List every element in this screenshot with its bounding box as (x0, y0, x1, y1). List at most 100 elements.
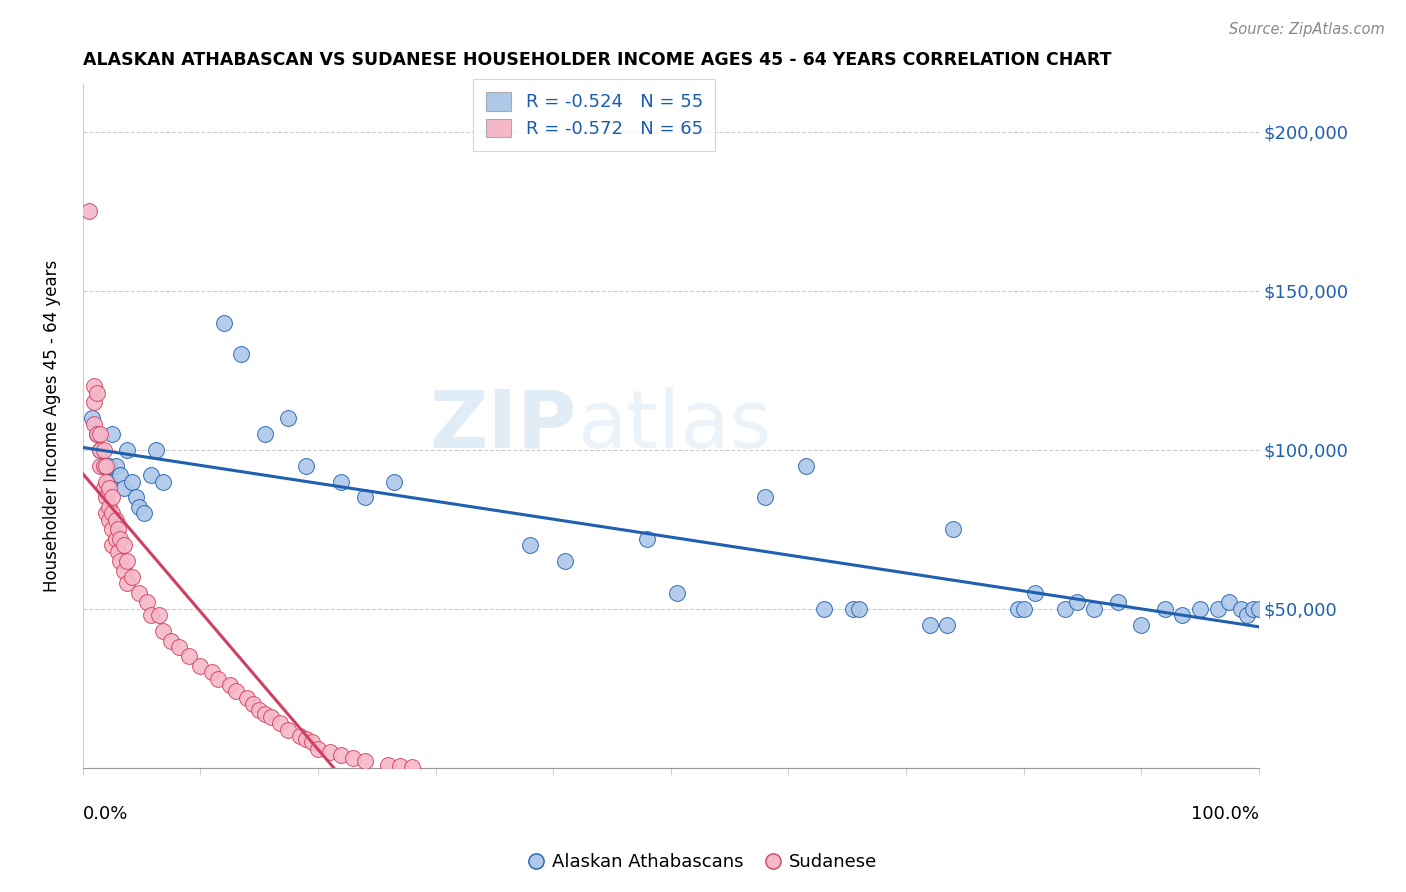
Point (918, 617, 941, 632)
Point (842, 601, 865, 615)
Point (1130, 617, 1153, 632)
Point (89, 442, 111, 457)
Point (1171, 608, 1194, 623)
Point (389, 759, 412, 773)
Point (277, 723, 299, 737)
Point (301, 735, 323, 749)
Point (295, 458, 318, 473)
Point (152, 475, 174, 489)
Point (110, 532, 132, 546)
Point (936, 617, 959, 632)
Point (1241, 601, 1264, 615)
Text: Source: ZipAtlas.com: Source: ZipAtlas.com (1229, 22, 1385, 37)
Point (1153, 601, 1175, 615)
Point (218, 678, 240, 692)
Point (89, 442, 111, 457)
Point (93, 458, 115, 473)
Point (101, 522, 124, 536)
Point (201, 665, 224, 680)
Point (104, 532, 127, 546)
Point (794, 458, 817, 473)
Point (110, 468, 132, 483)
Point (104, 513, 127, 527)
Point (813, 601, 835, 615)
Point (942, 522, 965, 536)
Point (96, 475, 118, 489)
Y-axis label: Householder Income Ages 45 - 64 years: Householder Income Ages 45 - 64 years (44, 260, 60, 592)
Point (342, 751, 364, 765)
Point (136, 595, 159, 609)
Point (318, 745, 340, 759)
Point (307, 741, 329, 756)
Point (225, 684, 247, 698)
Point (121, 570, 143, 584)
Point (86, 385, 108, 400)
Point (97, 458, 120, 473)
Point (382, 475, 405, 489)
Point (236, 690, 259, 705)
Point (160, 633, 183, 648)
Point (97, 513, 120, 527)
Point (354, 491, 377, 505)
Point (97, 481, 120, 495)
Point (117, 554, 139, 568)
Point (80, 411, 103, 425)
Point (167, 640, 190, 654)
Point (754, 491, 776, 505)
Point (132, 507, 155, 521)
Point (97, 500, 120, 514)
Text: ZIP: ZIP (429, 387, 576, 465)
Point (107, 544, 129, 558)
Point (177, 649, 200, 664)
Point (101, 426, 124, 441)
Point (554, 554, 576, 568)
Point (519, 538, 541, 552)
Text: atlas: atlas (576, 387, 770, 465)
Text: ALASKAN ATHABASCAN VS SUDANESE HOUSEHOLDER INCOME AGES 45 - 64 YEARS CORRELATION: ALASKAN ATHABASCAN VS SUDANESE HOUSEHOLD… (83, 51, 1111, 69)
Point (101, 538, 124, 552)
Point (1107, 595, 1129, 609)
Point (253, 706, 276, 721)
Point (86, 426, 108, 441)
Point (253, 426, 276, 441)
Point (354, 755, 377, 769)
Point (212, 316, 235, 330)
Point (401, 760, 423, 774)
Point (121, 475, 143, 489)
Point (77, 204, 100, 219)
Point (1066, 595, 1088, 609)
Point (636, 532, 658, 546)
Point (1083, 601, 1105, 615)
Point (89, 458, 111, 473)
Point (247, 703, 270, 717)
Point (242, 697, 264, 711)
Point (110, 554, 132, 568)
Point (1236, 608, 1258, 623)
Point (107, 522, 129, 536)
Point (93, 442, 115, 457)
Point (112, 481, 135, 495)
Point (1230, 601, 1253, 615)
Point (117, 576, 139, 591)
Point (139, 608, 162, 623)
Point (101, 491, 124, 505)
Point (231, 347, 253, 361)
Point (104, 458, 127, 473)
Point (1206, 601, 1229, 615)
Point (96, 491, 118, 505)
Point (97, 475, 120, 489)
Text: 100.0%: 100.0% (1191, 805, 1258, 823)
Legend: R = -0.524   N = 55, R = -0.572   N = 65: R = -0.524 N = 55, R = -0.572 N = 65 (474, 79, 716, 151)
Point (1218, 595, 1240, 609)
Point (145, 442, 167, 457)
Text: 0.0%: 0.0% (83, 805, 128, 823)
Point (152, 624, 174, 638)
Point (260, 710, 283, 724)
Point (269, 716, 291, 731)
Point (295, 732, 318, 747)
Point (83, 417, 105, 432)
Point (290, 729, 312, 743)
Point (128, 586, 150, 600)
Point (1247, 601, 1270, 615)
Point (1007, 601, 1029, 615)
